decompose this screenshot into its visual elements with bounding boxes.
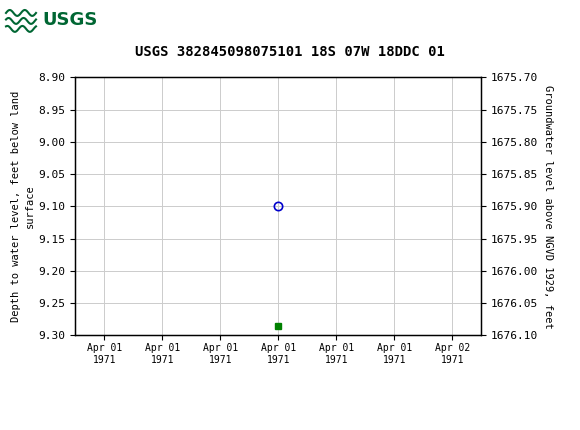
Text: USGS: USGS: [42, 11, 97, 29]
Y-axis label: Groundwater level above NGVD 1929, feet: Groundwater level above NGVD 1929, feet: [542, 85, 553, 328]
Bar: [4, 3, 104, 38]
Text: USGS 382845098075101 18S 07W 18DDC 01: USGS 382845098075101 18S 07W 18DDC 01: [135, 45, 445, 59]
Y-axis label: Depth to water level, feet below land
surface: Depth to water level, feet below land su…: [12, 91, 35, 322]
